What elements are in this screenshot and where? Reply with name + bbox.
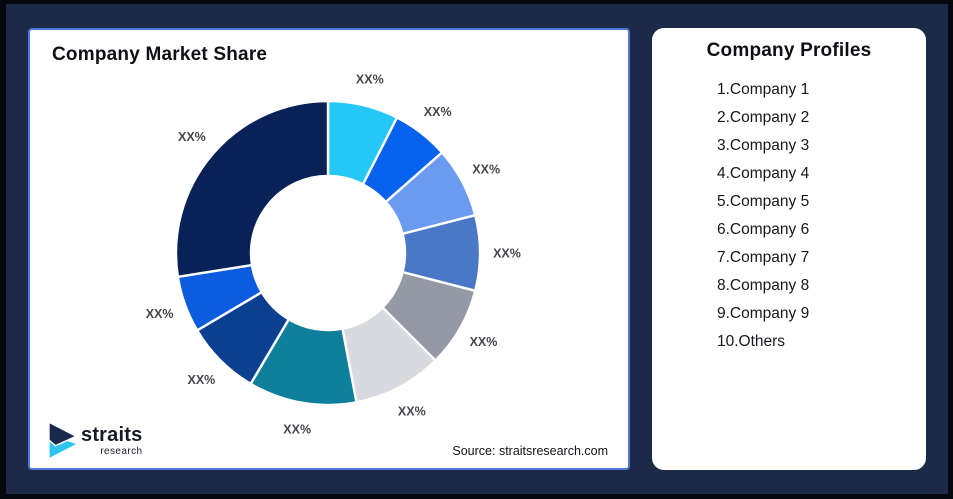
logo-text: straits research	[81, 425, 142, 457]
profile-list-item: 7.Company 7	[717, 249, 810, 266]
profile-list-item: 5.Company 5	[717, 193, 810, 210]
logo-sub-text: research	[100, 446, 143, 457]
slice-label-company-6: XX%	[398, 405, 426, 419]
profile-list-item: 3.Company 3	[717, 137, 810, 154]
source-text: Source: straitsresearch.com	[452, 444, 608, 458]
slice-label-others: XX%	[178, 130, 206, 144]
profile-list-item: 4.Company 4	[717, 165, 810, 182]
profiles-title: Company Profiles	[706, 40, 872, 61]
logo-brand-text: straits	[81, 424, 143, 446]
donut-slice-others	[174, 99, 330, 278]
donut-chart: XX% XX% XX% XX% XX% XX% XX% XX% XX% XX%	[146, 72, 521, 437]
slice-label-company-3: XX%	[472, 163, 500, 177]
brand-logo: straits research	[48, 422, 142, 460]
profile-list-item: 1.Company 1	[717, 81, 810, 98]
slice-label-company-5: XX%	[470, 335, 498, 349]
profile-list-item: 9.Company 9	[717, 305, 810, 322]
profiles-list: 1.Company 1 2.Company 2 3.Company 3 4.Compa…	[717, 76, 809, 356]
market-share-card: Company Market Share XX% XX% XX% XX% XX% XX% X…	[28, 28, 630, 470]
profile-list-item: 6.Company 6	[717, 221, 810, 238]
profile-list-item: 10.Others	[717, 333, 786, 350]
slice-label-company-1: XX%	[356, 72, 384, 86]
chart-title: Company Market Share	[52, 44, 268, 65]
logo-icon	[48, 422, 78, 460]
slice-label-company-2: XX%	[424, 105, 452, 119]
slice-label-company-8: XX%	[188, 373, 216, 387]
profile-list-item: 2.Company 2	[717, 109, 810, 126]
profile-list-item: 8.Company 8	[717, 277, 810, 294]
slice-label-company-7: XX%	[283, 423, 311, 437]
slice-label-company-9: XX%	[146, 307, 174, 321]
company-profiles-card: Company Profiles 1.Company 1 2.Company 2 3…	[652, 28, 926, 470]
slice-label-company-4: XX%	[493, 246, 521, 260]
